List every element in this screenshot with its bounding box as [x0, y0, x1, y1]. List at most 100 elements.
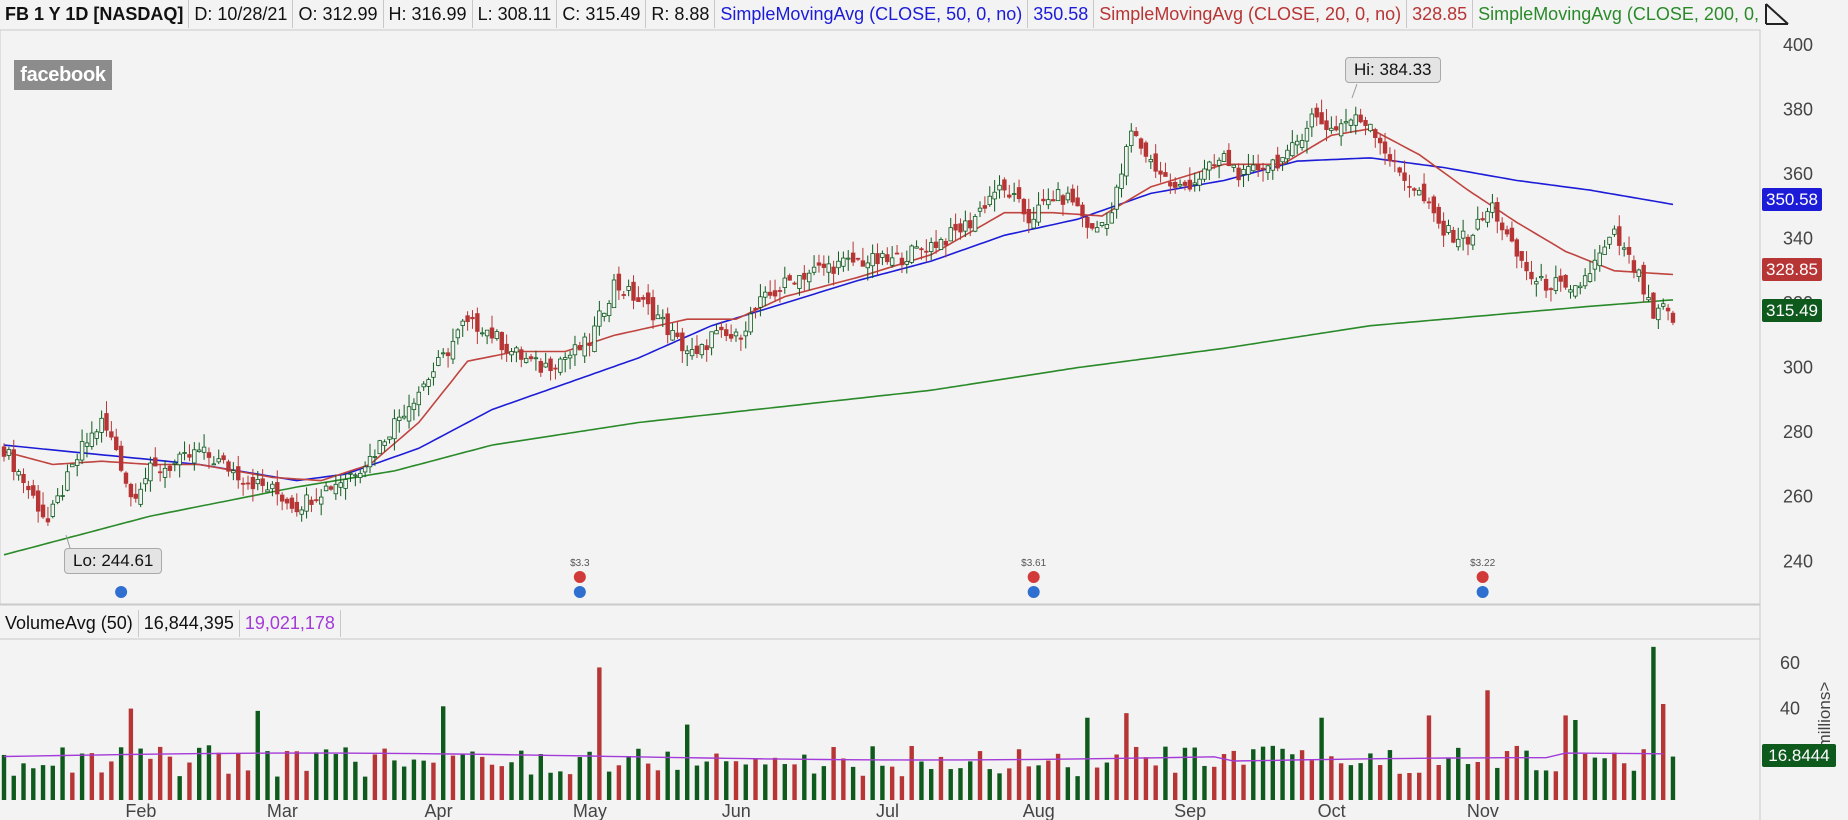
volume-bar	[304, 770, 309, 800]
volume-bar	[1124, 713, 1129, 800]
candle-body	[221, 455, 226, 461]
volume-bar	[685, 724, 690, 800]
volume-bars	[1, 646, 1676, 800]
sma20-price-tag: 328.85	[1762, 258, 1822, 281]
candle-body	[1661, 303, 1666, 307]
volume-bar	[1309, 760, 1315, 800]
candle-body	[1353, 114, 1358, 126]
candle-body	[1182, 181, 1188, 186]
collapse-icon[interactable]	[1762, 2, 1792, 26]
candle-body	[436, 357, 441, 366]
candle-body	[1348, 119, 1354, 126]
candle-body	[616, 273, 622, 291]
candle-body	[1597, 252, 1602, 267]
candle-body	[606, 302, 612, 317]
candle-body	[792, 282, 797, 285]
candle-body	[55, 495, 60, 503]
y-tick-label: 260	[1783, 487, 1813, 507]
candle-body	[94, 431, 99, 439]
volume-y-tick-label: 40	[1780, 699, 1800, 719]
volume-bar	[1153, 765, 1158, 800]
volume-bar	[860, 775, 866, 800]
candle-body	[738, 337, 744, 340]
sma20-legend[interactable]: SimpleMovingAvg (CLOSE, 20, 0, no)	[1094, 0, 1408, 28]
candle-body	[314, 499, 319, 502]
candle-body	[275, 482, 280, 495]
candle-body	[636, 297, 641, 302]
candle-body	[660, 316, 665, 320]
volume-bar	[1465, 764, 1471, 800]
candle-body	[763, 291, 768, 298]
volume-bar	[909, 745, 914, 800]
volume-bar	[899, 776, 905, 800]
volume-bar	[1065, 767, 1071, 800]
candle-body	[1436, 206, 1441, 224]
volume-bar	[714, 753, 719, 800]
candle-body	[1295, 140, 1300, 146]
volume-avg-legend[interactable]: VolumeAvg (50)	[0, 610, 139, 637]
candle-body	[1007, 194, 1012, 198]
volume-bar	[157, 746, 163, 800]
candle-body	[1475, 218, 1480, 230]
x-month-label: Feb	[125, 801, 156, 820]
volume-avg-line	[3, 752, 1664, 762]
candle-body	[465, 315, 470, 323]
volume-bar	[1456, 747, 1461, 800]
candle-body	[963, 220, 968, 232]
candle-body	[148, 462, 153, 482]
volume-bar	[1173, 772, 1178, 800]
volume-bar	[1192, 747, 1197, 800]
volume-bar	[841, 758, 846, 800]
volume-bar	[226, 773, 231, 800]
volume-bar	[870, 746, 875, 800]
candle-body	[689, 349, 695, 357]
candle-body	[1485, 211, 1490, 223]
candle-body	[767, 291, 773, 296]
candle-body	[406, 406, 412, 422]
candle-body	[445, 352, 451, 357]
volume-bar	[1504, 751, 1510, 800]
high-annotation: Hi: 384.33	[1345, 57, 1441, 83]
candle-body	[192, 449, 197, 464]
symbol-label[interactable]: FB 1 Y 1D [NASDAQ]	[0, 0, 190, 28]
candle-body	[1314, 107, 1319, 118]
volume-bar	[509, 762, 514, 800]
volume-bar	[1036, 765, 1041, 800]
candlesticks	[1, 99, 1676, 526]
candle-body	[138, 488, 143, 505]
candle-body	[519, 349, 524, 360]
candle-body	[1495, 202, 1500, 222]
volume-bar	[1143, 757, 1149, 800]
volume-y-tick-label: 60	[1780, 653, 1800, 673]
candle-body	[753, 307, 758, 311]
sma50-legend[interactable]: SimpleMovingAvg (CLOSE, 50, 0, no)	[715, 0, 1029, 28]
candle-body	[1153, 153, 1158, 172]
volume-bar	[1270, 745, 1275, 800]
candle-body	[860, 260, 866, 267]
y-tick-label: 400	[1783, 35, 1813, 55]
candle-body	[1636, 269, 1641, 277]
candle-body	[323, 485, 329, 492]
candle-body	[1114, 186, 1119, 210]
volume-bar	[353, 761, 358, 800]
candle-body	[782, 277, 787, 288]
candle-body	[821, 263, 827, 268]
candle-body	[1251, 164, 1256, 172]
candle-body	[597, 310, 602, 327]
candle-body	[1646, 297, 1651, 301]
candle-body	[1343, 121, 1349, 124]
candle-body	[196, 449, 202, 453]
candle-body	[65, 471, 70, 491]
sma200-legend[interactable]: SimpleMovingAvg (CLOSE, 200, 0,...	[1478, 4, 1760, 24]
candle-body	[670, 329, 675, 341]
candle-body	[972, 216, 978, 232]
candle-body	[1377, 137, 1383, 144]
candle-body	[577, 345, 583, 351]
volume-bar	[1212, 766, 1217, 800]
candle-body	[1514, 239, 1519, 257]
candle-body	[70, 463, 75, 468]
price-panel-frame	[0, 29, 1761, 606]
candle-body	[582, 336, 587, 357]
candle-body	[416, 391, 421, 406]
